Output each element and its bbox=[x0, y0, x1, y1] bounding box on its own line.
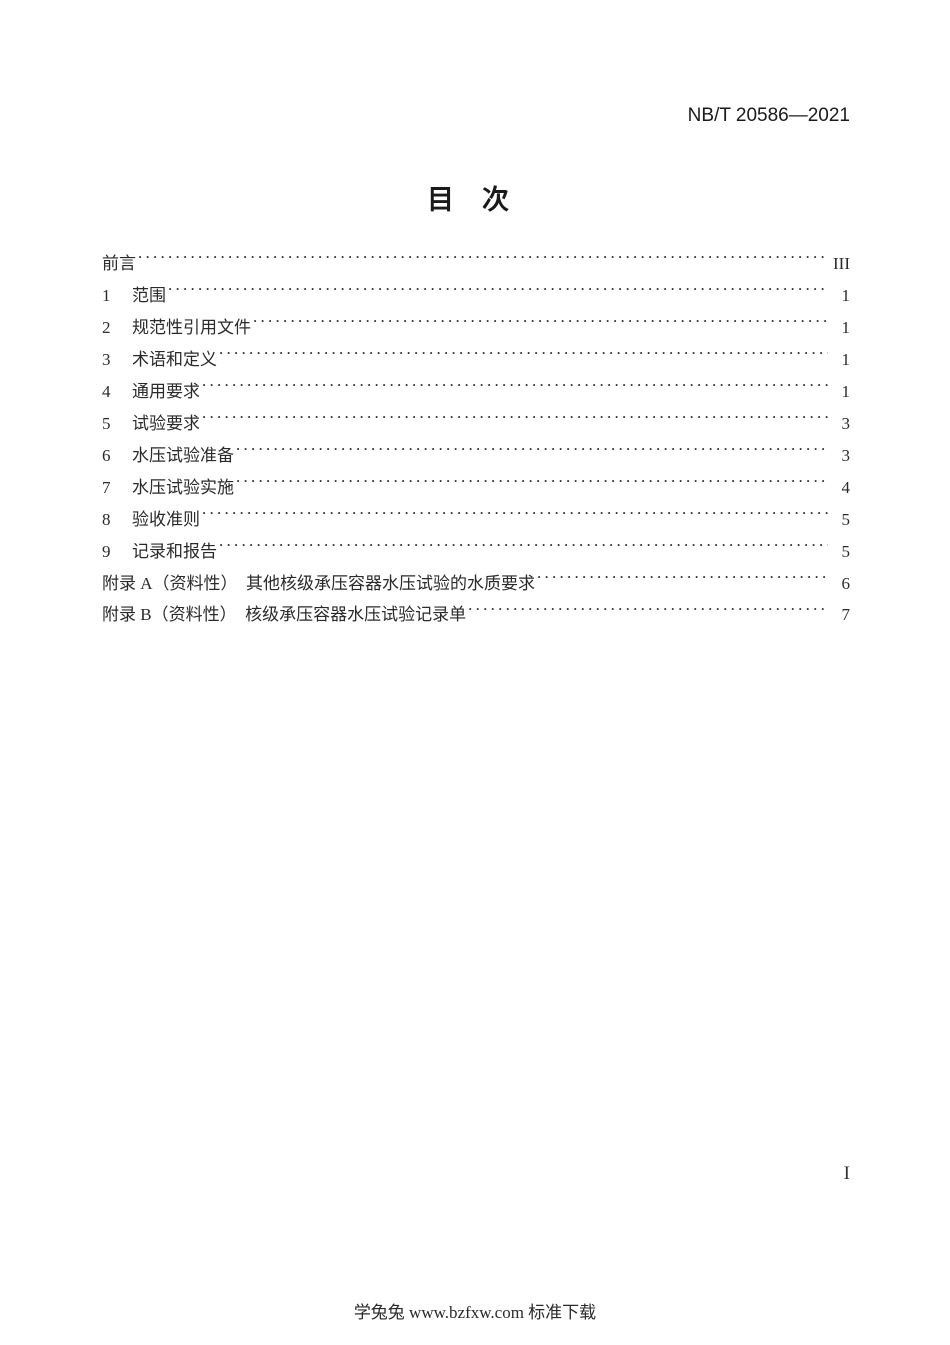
toc-section-number: 5 bbox=[102, 408, 132, 440]
toc-label: 水压试验准备 bbox=[132, 440, 234, 472]
toc-leader-dots bbox=[202, 504, 828, 524]
toc-row: 附录 B（资料性） 核级承压容器水压试验记录单 7 bbox=[102, 599, 850, 631]
toc-label: 规范性引用文件 bbox=[132, 312, 251, 344]
toc-leader-dots bbox=[468, 600, 828, 620]
toc-leader-dots bbox=[537, 568, 828, 588]
toc-row: 5 试验要求 3 bbox=[102, 408, 850, 440]
toc-section-number: 3 bbox=[102, 344, 132, 376]
toc-label: 前言 bbox=[102, 248, 136, 280]
toc-label: 术语和定义 bbox=[132, 344, 217, 376]
toc-row: 1 范围 1 bbox=[102, 280, 850, 312]
toc-leader-dots bbox=[236, 472, 828, 492]
toc-page-number: 4 bbox=[830, 472, 850, 504]
toc-section-number: 1 bbox=[102, 280, 132, 312]
page-title: 目次 bbox=[0, 178, 950, 217]
toc-row: 9 记录和报告 5 bbox=[102, 536, 850, 568]
toc-page-number: 3 bbox=[830, 408, 850, 440]
toc-leader-dots bbox=[219, 344, 828, 364]
toc-row: 7 水压试验实施 4 bbox=[102, 472, 850, 504]
toc-label: 验收准则 bbox=[132, 504, 200, 536]
toc-section-number: 8 bbox=[102, 504, 132, 536]
toc-label: 记录和报告 bbox=[132, 536, 217, 568]
toc-section-number: 7 bbox=[102, 472, 132, 504]
table-of-contents: 前言 III 1 范围 1 2 规范性引用文件 1 3 术语和定义 1 4 通用… bbox=[102, 248, 850, 631]
toc-row: 前言 III bbox=[102, 248, 850, 280]
toc-page-number: III bbox=[830, 248, 850, 280]
toc-leader-dots bbox=[202, 408, 828, 428]
toc-page-number: 5 bbox=[830, 536, 850, 568]
footer-text: 学兔兔 www.bzfxw.com 标准下载 bbox=[0, 1298, 950, 1323]
toc-page-number: 6 bbox=[830, 568, 850, 600]
toc-leader-dots bbox=[236, 440, 828, 460]
toc-leader-dots bbox=[168, 281, 828, 301]
document-code: NB/T 20586—2021 bbox=[688, 105, 850, 127]
page-number: I bbox=[844, 1163, 850, 1185]
toc-label: 范围 bbox=[132, 280, 166, 312]
toc-page-number: 1 bbox=[830, 312, 850, 344]
toc-page-number: 1 bbox=[830, 376, 850, 408]
toc-label: 通用要求 bbox=[132, 376, 200, 408]
toc-page-number: 1 bbox=[830, 344, 850, 376]
toc-row: 2 规范性引用文件 1 bbox=[102, 312, 850, 344]
toc-row: 附录 A（资料性） 其他核级承压容器水压试验的水质要求 6 bbox=[102, 568, 850, 600]
toc-leader-dots bbox=[202, 376, 828, 396]
toc-page-number: 1 bbox=[830, 280, 850, 312]
toc-leader-dots bbox=[138, 249, 828, 269]
toc-section-number: 9 bbox=[102, 536, 132, 568]
toc-section-number: 4 bbox=[102, 376, 132, 408]
toc-row: 6 水压试验准备 3 bbox=[102, 440, 850, 472]
toc-page-number: 7 bbox=[830, 599, 850, 631]
toc-row: 3 术语和定义 1 bbox=[102, 344, 850, 376]
toc-row: 4 通用要求 1 bbox=[102, 376, 850, 408]
toc-page-number: 5 bbox=[830, 504, 850, 536]
toc-section-number: 6 bbox=[102, 440, 132, 472]
document-page: NB/T 20586—2021 目次 前言 III 1 范围 1 2 规范性引用… bbox=[0, 0, 950, 1345]
toc-section-number: 2 bbox=[102, 312, 132, 344]
toc-page-number: 3 bbox=[830, 440, 850, 472]
toc-label: 水压试验实施 bbox=[132, 472, 234, 504]
toc-label: 附录 B（资料性） 核级承压容器水压试验记录单 bbox=[102, 599, 466, 631]
toc-leader-dots bbox=[219, 536, 828, 556]
toc-leader-dots bbox=[253, 313, 828, 333]
toc-row: 8 验收准则 5 bbox=[102, 504, 850, 536]
toc-label: 附录 A（资料性） 其他核级承压容器水压试验的水质要求 bbox=[102, 568, 535, 600]
toc-label: 试验要求 bbox=[132, 408, 200, 440]
